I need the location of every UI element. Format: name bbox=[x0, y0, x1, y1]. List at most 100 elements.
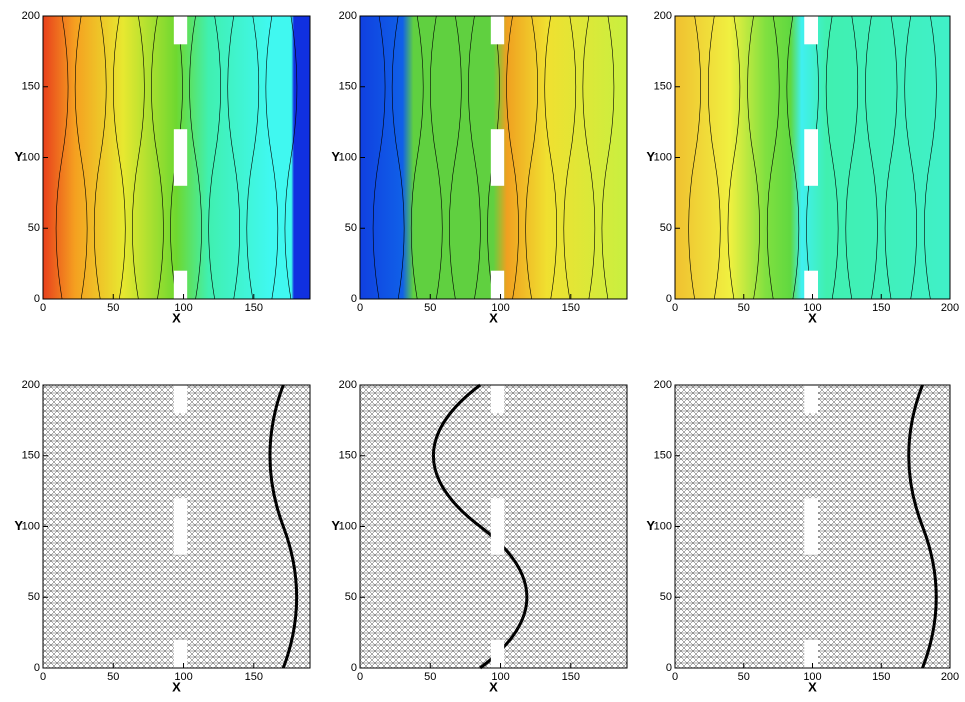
x-tick-label: 100 bbox=[174, 302, 192, 314]
x-tick-label: 100 bbox=[803, 302, 821, 314]
obstacle bbox=[173, 639, 188, 668]
x-tick-label: 0 bbox=[40, 671, 46, 683]
contour-line bbox=[544, 15, 558, 300]
obstacle bbox=[490, 639, 505, 668]
contour-line bbox=[727, 15, 741, 300]
y-tick-label: 100 bbox=[22, 151, 40, 163]
contour-line bbox=[55, 15, 69, 300]
y-tick-label: 150 bbox=[22, 450, 40, 462]
y-tick-label: 0 bbox=[666, 293, 672, 305]
panel: 0 50 100 150 0 50 100 150 200 X Y bbox=[14, 379, 311, 694]
panel: 0 50 100 150 0 50 100 150 200 X Y bbox=[331, 10, 628, 325]
contour-line bbox=[688, 15, 701, 300]
y-tick-label: 0 bbox=[666, 662, 672, 674]
y-tick-label: 100 bbox=[339, 520, 357, 532]
x-tick-label: 50 bbox=[738, 302, 750, 314]
x-axis-title: X bbox=[172, 679, 181, 694]
contour-line bbox=[429, 15, 443, 300]
y-axis-title: Y bbox=[331, 149, 340, 164]
x-tick-label: 0 bbox=[357, 671, 363, 683]
x-axis-title: X bbox=[808, 310, 817, 325]
obstacle bbox=[490, 16, 505, 45]
x-tick-label: 0 bbox=[40, 302, 46, 314]
y-tick-label: 150 bbox=[339, 81, 357, 93]
x-tick-label: 50 bbox=[738, 671, 750, 683]
y-tick-label: 0 bbox=[351, 662, 357, 674]
y-axis-title: Y bbox=[646, 518, 655, 533]
contour-line bbox=[372, 15, 386, 300]
x-tick-label: 150 bbox=[562, 671, 580, 683]
y-tick-label: 200 bbox=[22, 379, 40, 391]
x-tick-label: 150 bbox=[872, 302, 890, 314]
y-tick-label: 50 bbox=[660, 222, 672, 234]
y-tick-label: 200 bbox=[654, 379, 672, 391]
x-tick-label: 50 bbox=[424, 302, 436, 314]
y-tick-label: 50 bbox=[345, 591, 357, 603]
contour-line bbox=[189, 15, 202, 300]
y-tick-label: 200 bbox=[339, 10, 357, 22]
x-tick-label: 0 bbox=[672, 671, 678, 683]
y-axis-title: Y bbox=[331, 518, 340, 533]
obstacle bbox=[804, 498, 818, 555]
panel: 0 50 100 150 0 50 100 150 200 X Y bbox=[331, 379, 628, 694]
y-axis-title: Y bbox=[14, 149, 23, 164]
y-tick-label: 200 bbox=[22, 10, 40, 22]
contour-line bbox=[601, 15, 615, 300]
contour-line bbox=[786, 15, 800, 300]
y-tick-label: 100 bbox=[22, 520, 40, 532]
contour-line bbox=[208, 15, 221, 300]
obstacle bbox=[490, 129, 505, 186]
x-tick-label: 50 bbox=[424, 671, 436, 683]
panel: 0 50 100 150 0 50 100 150 200 X Y bbox=[14, 10, 311, 325]
obstacle bbox=[804, 16, 818, 45]
y-tick-label: 150 bbox=[22, 81, 40, 93]
obstacle bbox=[490, 385, 505, 414]
x-tick-label: 50 bbox=[107, 302, 119, 314]
x-tick-label: 0 bbox=[357, 302, 363, 314]
shock-front bbox=[432, 383, 529, 670]
obstacle bbox=[173, 270, 188, 299]
contour-line bbox=[246, 15, 260, 300]
y-tick-label: 50 bbox=[345, 222, 357, 234]
y-tick-label: 100 bbox=[654, 151, 672, 163]
contour-line bbox=[707, 15, 721, 300]
y-tick-label: 0 bbox=[351, 293, 357, 305]
x-tick-label: 200 bbox=[941, 302, 959, 314]
x-tick-label: 150 bbox=[872, 671, 890, 683]
shock-front bbox=[907, 384, 938, 669]
contour-line bbox=[845, 15, 859, 300]
y-tick-label: 100 bbox=[654, 520, 672, 532]
obstacle bbox=[804, 385, 818, 414]
obstacle bbox=[173, 16, 188, 45]
contour-line bbox=[865, 15, 878, 300]
obstacle bbox=[173, 385, 188, 414]
panel: 0 50 100 150 200 0 50 100 150 200 X Y bbox=[646, 10, 959, 326]
y-tick-label: 50 bbox=[28, 222, 40, 234]
y-tick-label: 150 bbox=[654, 450, 672, 462]
y-axis-title: Y bbox=[14, 518, 23, 533]
contour-line bbox=[112, 15, 126, 300]
contour-line bbox=[525, 15, 538, 300]
contour-line bbox=[410, 15, 424, 300]
x-tick-label: 100 bbox=[491, 671, 509, 683]
contour-line bbox=[825, 15, 839, 300]
contour-line bbox=[284, 15, 298, 300]
obstacle bbox=[173, 129, 188, 186]
contour-line bbox=[904, 15, 918, 300]
contour-line bbox=[884, 15, 898, 300]
x-tick-label: 200 bbox=[941, 671, 959, 683]
contour-line bbox=[747, 15, 760, 300]
x-tick-label: 100 bbox=[803, 671, 821, 683]
y-tick-label: 200 bbox=[339, 379, 357, 391]
obstacle bbox=[804, 270, 818, 299]
contour-line bbox=[227, 15, 241, 300]
contour-line bbox=[265, 15, 279, 300]
shock-front bbox=[268, 384, 299, 669]
contour-line bbox=[74, 15, 88, 300]
y-tick-label: 0 bbox=[34, 662, 40, 674]
y-tick-label: 50 bbox=[660, 591, 672, 603]
x-tick-label: 150 bbox=[245, 302, 263, 314]
obstacle bbox=[804, 639, 818, 668]
contour-line bbox=[766, 15, 780, 300]
